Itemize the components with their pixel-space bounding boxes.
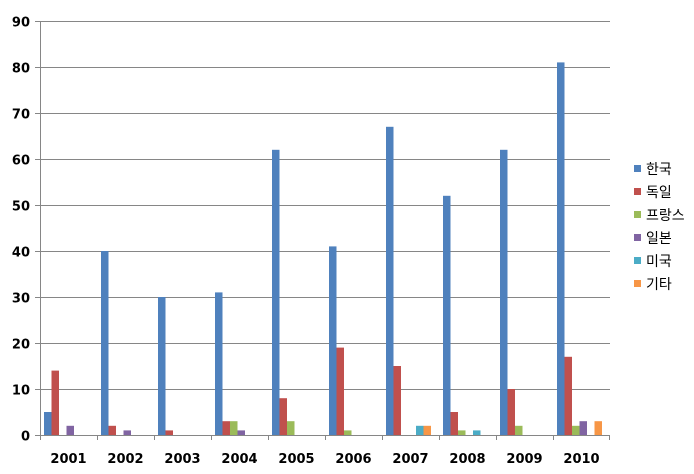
- bar-2009-1: [507, 389, 515, 435]
- x-tick-label: 2010: [563, 452, 599, 467]
- axes: [40, 21, 610, 436]
- y-tick-label: 0: [21, 430, 30, 445]
- bar-2003-0: [158, 297, 166, 435]
- legend-swatch: [634, 165, 641, 172]
- bar-2008-0: [443, 195, 451, 435]
- x-tick-label: 2002: [107, 452, 143, 467]
- x-tick-label: 2005: [278, 452, 314, 467]
- bar-2008-1: [450, 412, 458, 435]
- bar-2010-0: [557, 62, 565, 436]
- bar-2006-0: [329, 246, 337, 435]
- bar-2010-2: [572, 425, 580, 435]
- bar-2009-0: [500, 149, 508, 436]
- bar-2010-3: [579, 421, 587, 435]
- bar-2002-0: [101, 251, 109, 435]
- y-tick-label: 30: [12, 292, 30, 307]
- bar-2009-2: [515, 425, 523, 435]
- bars: [44, 62, 602, 436]
- legend-swatch: [634, 211, 641, 218]
- bar-2001-0: [44, 412, 52, 435]
- x-tick-label: 2003: [164, 452, 200, 467]
- x-tick-label: 2001: [50, 452, 86, 467]
- bar-2008-4: [473, 430, 481, 435]
- legend-label: 독일: [646, 185, 672, 201]
- y-tick-label: 60: [12, 154, 30, 169]
- bar-2004-0: [215, 292, 223, 435]
- bar-2006-1: [336, 347, 344, 435]
- bar-2005-2: [287, 421, 295, 435]
- y-tick-label: 90: [12, 16, 30, 31]
- bar-2001-1: [51, 370, 59, 435]
- x-tick-label: 2008: [449, 452, 485, 467]
- bar-2002-3: [123, 430, 131, 435]
- x-tick-label: 2007: [392, 452, 428, 467]
- legend-label: 한국: [646, 162, 672, 178]
- legend-label: 미국: [646, 254, 672, 270]
- bar-2006-2: [344, 430, 352, 435]
- legend-label: 프랑스: [646, 208, 685, 224]
- y-tick-label: 40: [12, 246, 30, 261]
- bar-2003-1: [165, 430, 173, 435]
- bar-2004-1: [222, 421, 230, 435]
- y-tick-label: 80: [12, 62, 30, 77]
- bar-2001-3: [66, 425, 74, 435]
- x-tick-label: 2009: [506, 452, 542, 467]
- y-tick-label: 20: [12, 338, 30, 353]
- legend-label: 일본: [646, 231, 672, 247]
- x-tick-label: 2006: [335, 452, 371, 467]
- x-tick-label: 2004: [221, 452, 257, 467]
- bar-2004-2: [230, 421, 238, 435]
- legend-label: 기타: [646, 277, 672, 293]
- y-axis-ticks: 0 10 20 30 40 50 60 70 80 90: [12, 16, 40, 445]
- legend-swatch: [634, 234, 641, 241]
- bar-2007-4: [416, 425, 424, 435]
- legend-swatch: [634, 188, 641, 195]
- bar-2002-1: [108, 425, 116, 435]
- bar-2005-0: [272, 149, 280, 436]
- bar-2010-1: [564, 356, 572, 435]
- gridlines: [40, 21, 610, 390]
- bar-2008-2: [458, 430, 466, 435]
- bar-2004-3: [237, 430, 245, 435]
- legend-swatch: [634, 257, 641, 264]
- bar-2005-1: [279, 398, 287, 435]
- y-tick-label: 50: [12, 200, 30, 215]
- bar-2007-0: [386, 126, 394, 436]
- bar-2007-1: [393, 366, 401, 435]
- bar-2010-5: [594, 421, 602, 435]
- y-tick-label: 10: [12, 384, 30, 399]
- x-axis-ticks: 2001 2002 2003 2004 2005 2006 2007 2008 2009 2010: [40, 435, 610, 467]
- legend-swatch: [634, 280, 641, 287]
- y-tick-label: 70: [12, 108, 30, 123]
- bar-2007-5: [423, 425, 431, 435]
